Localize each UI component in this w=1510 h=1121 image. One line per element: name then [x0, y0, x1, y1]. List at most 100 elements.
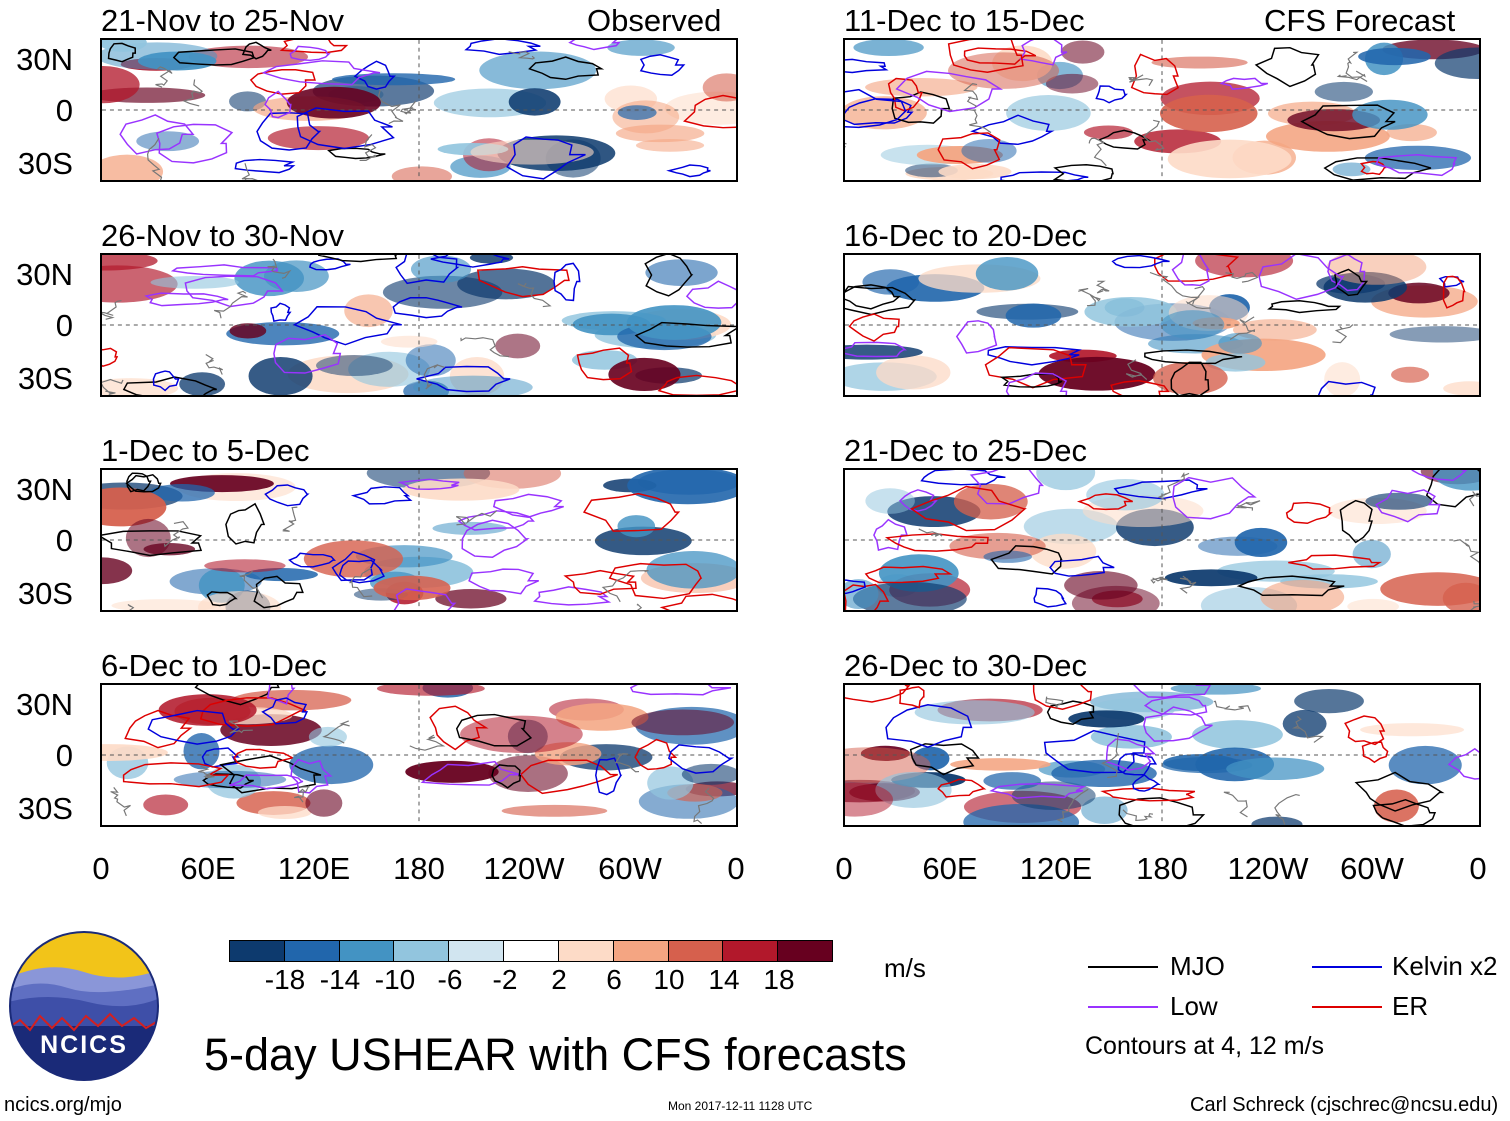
coastline: [349, 567, 373, 598]
contour-line: [1442, 275, 1466, 309]
contour-line: [1110, 379, 1170, 395]
coastline: [205, 354, 224, 375]
logo-text: NCICS: [40, 1031, 128, 1059]
shading-cell: [1326, 255, 1427, 285]
contour-line: [468, 568, 540, 595]
shading-cell: [1218, 332, 1262, 354]
contour-line: [261, 60, 381, 86]
contour-line: [845, 58, 889, 74]
colorbar-swatch: [338, 941, 394, 961]
shading-cell: [380, 335, 438, 348]
shading-cell: [410, 255, 472, 283]
shading-cell: [102, 487, 167, 527]
contour-line: [457, 510, 535, 531]
legend-note: Contours at 4, 12 m/s: [1085, 1032, 1325, 1060]
shading-cell: [1391, 366, 1430, 383]
contour-line: [644, 255, 694, 297]
y-tick-30s: 30S: [17, 361, 73, 396]
contour-line: [955, 320, 998, 354]
colorbar-label: -2: [492, 964, 518, 995]
contour-line: [172, 48, 255, 66]
contour-line: [1132, 774, 1161, 792]
shading-cell: [1251, 816, 1303, 825]
coastline: [182, 79, 204, 107]
coastline: [1143, 119, 1165, 151]
shading-cell: [1358, 47, 1431, 66]
contour-line: [553, 262, 581, 302]
contour-line: [987, 346, 1083, 366]
contour-line: [1172, 476, 1257, 520]
contour-line: [910, 485, 1027, 532]
shading-cell: [852, 581, 967, 610]
coastline: [845, 142, 847, 148]
colorbar-label: 18: [763, 964, 795, 995]
shading-cell: [961, 138, 1017, 163]
contour-line: [845, 579, 867, 595]
shading-cell: [305, 789, 343, 817]
contour-line: [229, 774, 304, 790]
colorbar-swatch: [283, 941, 339, 961]
shading-cell: [376, 685, 485, 696]
contour-line: [563, 569, 637, 595]
shading-cell: [938, 164, 1012, 180]
contour-line: [288, 552, 336, 568]
shading-cell: [248, 356, 313, 395]
contour-line: [845, 285, 917, 316]
coastline: [163, 520, 190, 548]
colorbar-swatch: [230, 941, 284, 961]
shading-cell: [403, 478, 520, 501]
shading-cell: [308, 726, 347, 747]
contour-line: [891, 91, 951, 124]
x-tick-120w: 120W: [1227, 851, 1309, 886]
colorbar-swatch: [722, 941, 778, 961]
contour-line: [937, 132, 1001, 170]
contour-line: [685, 280, 736, 309]
contour-line: [107, 42, 137, 63]
legend-label-er: ER: [1392, 991, 1429, 1021]
coastline: [963, 83, 979, 108]
shading-cell: [1205, 353, 1266, 372]
contour-line: [970, 114, 1055, 146]
contour-line: [397, 478, 460, 490]
contour-line: [937, 778, 987, 798]
contour-line: [1254, 46, 1320, 88]
coastline: [1234, 500, 1261, 511]
contour-line: [290, 758, 333, 794]
contour-line: [667, 744, 735, 774]
contour-line: [848, 313, 900, 342]
x-tick-180: 180: [393, 851, 445, 886]
shading-cell: [702, 73, 736, 102]
shading-cell: [1314, 81, 1373, 102]
contour-line: [464, 40, 541, 56]
contour-line: [1170, 361, 1210, 395]
shading-cell: [289, 745, 374, 785]
contour-line: [947, 40, 1024, 74]
shading-cell: [102, 744, 168, 761]
shading-cell: [1234, 527, 1288, 558]
coastline: [1229, 316, 1256, 340]
y-tick-eq: 0: [55, 523, 73, 558]
contour-line: [1411, 470, 1468, 482]
contour-line: [273, 334, 342, 374]
shading-cell: [1153, 361, 1228, 395]
y-tick-30n: 30N: [16, 472, 73, 507]
contour-line: [102, 530, 203, 557]
contour-line: [296, 107, 395, 150]
map-panel: [100, 468, 738, 612]
shading-cell: [267, 126, 370, 151]
colorbar-label: -6: [437, 964, 463, 995]
shading-cell: [1090, 725, 1172, 749]
shading-cell: [1083, 125, 1134, 140]
contour-line: [984, 346, 1087, 389]
contour-line: [1100, 787, 1196, 802]
coastline: [147, 137, 163, 180]
shading-cell: [627, 470, 736, 505]
x-tick-180: 180: [1136, 851, 1188, 886]
shading-cell: [1151, 56, 1248, 69]
legend-line-kelvin: [1312, 966, 1382, 968]
map-plot: [845, 40, 1479, 180]
contour-line: [1285, 501, 1333, 525]
contour-line: [292, 305, 402, 346]
contour-line: [1130, 53, 1180, 96]
contour-line: [533, 586, 612, 606]
